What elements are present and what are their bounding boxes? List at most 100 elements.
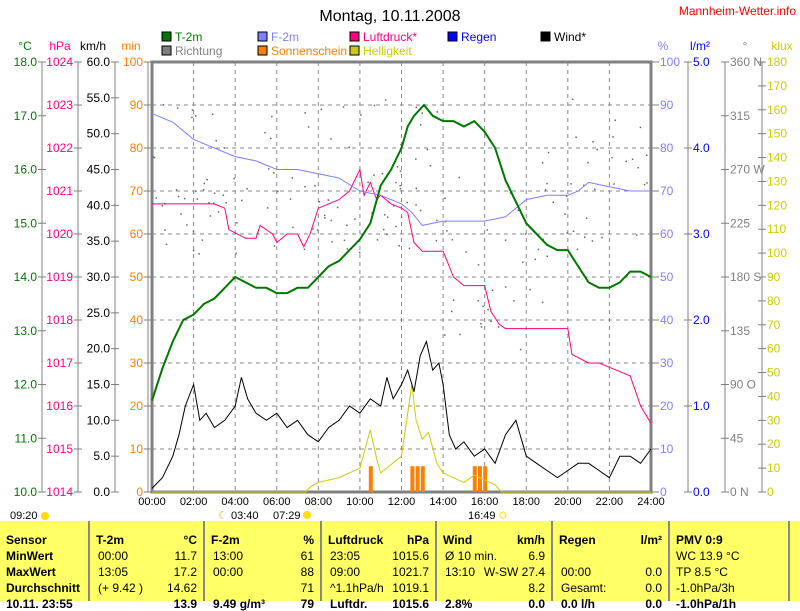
table-cell: 0.0 (645, 581, 662, 595)
rain-tick-label: 2.0 (693, 313, 710, 327)
dir-tick-label: 90 O (730, 378, 756, 392)
direction-dot (646, 182, 648, 184)
table-column: Wind km/h Ø 10 min. 6.9 13:10 W-SW 27.4 8.2 2.8… (437, 521, 553, 611)
table-cell: l/m² (640, 533, 662, 547)
direction-dot (400, 143, 402, 146)
direction-dot (183, 197, 186, 200)
direction-dot (399, 184, 401, 187)
direction-dot (373, 174, 375, 176)
lux-tick-label: 30 (767, 413, 781, 427)
direction-dot (208, 202, 210, 204)
table-cell: 0.0 (645, 597, 662, 611)
direction-dot (191, 109, 194, 111)
press-axis-unit: hPa (49, 39, 71, 53)
direction-dot (576, 248, 579, 251)
sun-tick-label: 70 (130, 184, 144, 198)
wind-tick-label: 55.0 (87, 91, 111, 105)
series-f2m (151, 113, 651, 226)
table-cell: Wind (443, 533, 473, 547)
table-cell: PMV 0:9 (676, 533, 723, 547)
direction-dot (235, 252, 237, 255)
direction-dot (212, 202, 215, 205)
sun-tick-label: 30 (130, 356, 144, 370)
hum-tick-label: 80 (660, 141, 674, 155)
x-tick-label: 06:00 (263, 496, 291, 508)
table-cell: 1021.7 (392, 565, 429, 579)
lux-tick-label: 140 (767, 151, 787, 165)
x-tick-label: 14:00 (429, 496, 457, 508)
direction-dot (406, 201, 408, 204)
direction-dot (383, 214, 386, 216)
direction-dot (175, 189, 178, 191)
dir-tick-label: 0 N (730, 485, 749, 499)
wind-tick-label: 60.0 (87, 55, 111, 69)
direction-dot (358, 251, 361, 254)
direction-dot (330, 219, 332, 222)
direction-dot (420, 124, 422, 126)
direction-dot (324, 217, 326, 219)
table-cell: Sensor (6, 533, 47, 547)
direction-dot (537, 248, 540, 251)
direction-dot (612, 136, 614, 138)
x-tick-label: 02:00 (180, 496, 208, 508)
x-tick-label: 00:00 (138, 496, 166, 508)
direction-dot (202, 189, 205, 191)
direction-dot (635, 234, 638, 236)
site-link[interactable]: Mannheim-Wetter.info (679, 4, 796, 18)
direction-dot (277, 190, 279, 193)
direction-dot (480, 326, 483, 328)
direction-dot (587, 161, 589, 164)
direction-dot (583, 184, 585, 187)
rain-tick-label: 5.0 (693, 55, 710, 69)
table-cell: Ø 10 min. (445, 549, 498, 563)
legend-label: Regen (461, 30, 496, 44)
sun-tick-label: 10 (130, 442, 144, 456)
direction-dot (161, 205, 164, 207)
direction-dot (195, 190, 197, 192)
direction-dot (544, 189, 547, 191)
table-cell: Luftdr. (330, 597, 368, 611)
direction-dot (426, 148, 429, 151)
table-cell: 23:05 (330, 549, 361, 563)
legend-label: Helligkeit (363, 44, 412, 58)
lux-tick-label: 20 (767, 437, 781, 451)
direction-dot (645, 154, 648, 156)
direction-dot (336, 206, 339, 209)
direction-dot (331, 241, 333, 243)
moonrise-time: 03:40 (231, 510, 259, 521)
direction-dot (318, 201, 320, 203)
table-cell: 71 (300, 581, 314, 595)
direction-dot (594, 188, 596, 191)
direction-dot (191, 116, 193, 119)
direction-dot (206, 178, 208, 181)
table-cell: 13:10 (445, 565, 476, 579)
hum-tick-label: 50 (660, 270, 674, 284)
direction-dot (222, 194, 225, 196)
press-tick-label: 1019 (46, 270, 73, 284)
table-cell: -1.0hPa/1h (676, 597, 737, 611)
direction-dot (446, 230, 448, 232)
table-cell: 0.0 (528, 597, 545, 611)
astro-row: 09:20 ☾ 03:40 07:29 16:49 (10, 510, 507, 521)
sun-tick-label: 80 (130, 141, 144, 155)
rain-tick-label: 1.0 (693, 399, 710, 413)
direction-dot (273, 172, 275, 174)
direction-dot (482, 305, 484, 308)
dir-axis-unit: ° (743, 39, 748, 53)
direction-dot (312, 228, 314, 230)
direction-dot (386, 233, 388, 236)
direction-dot (487, 308, 489, 311)
direction-dot (504, 286, 507, 288)
hum-axis-unit: % (658, 39, 669, 53)
direction-dot (215, 139, 217, 142)
direction-dot (601, 236, 603, 239)
grid: 00:00 02:00 04:00 06:00 08:00 10:00 12:00 14:00… (138, 60, 665, 508)
temp-tick-label: 11.0 (15, 431, 38, 445)
legend-swatch (540, 31, 551, 42)
direction-dot (304, 185, 306, 188)
direction-dot (546, 182, 548, 185)
direction-dot (465, 251, 467, 253)
table-cell: 1015.6 (392, 597, 429, 611)
sunshine-bar (368, 466, 373, 492)
direction-dot (330, 138, 332, 140)
